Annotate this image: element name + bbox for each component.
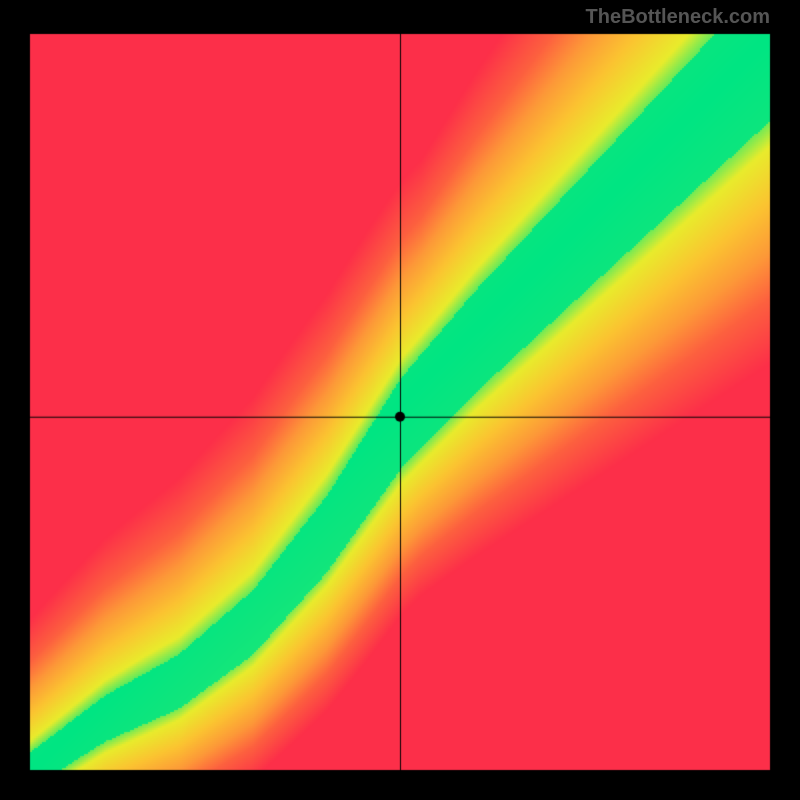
chart-container: TheBottleneck.com <box>0 0 800 800</box>
heatmap-canvas <box>0 0 800 800</box>
watermark-text: TheBottleneck.com <box>586 6 770 29</box>
